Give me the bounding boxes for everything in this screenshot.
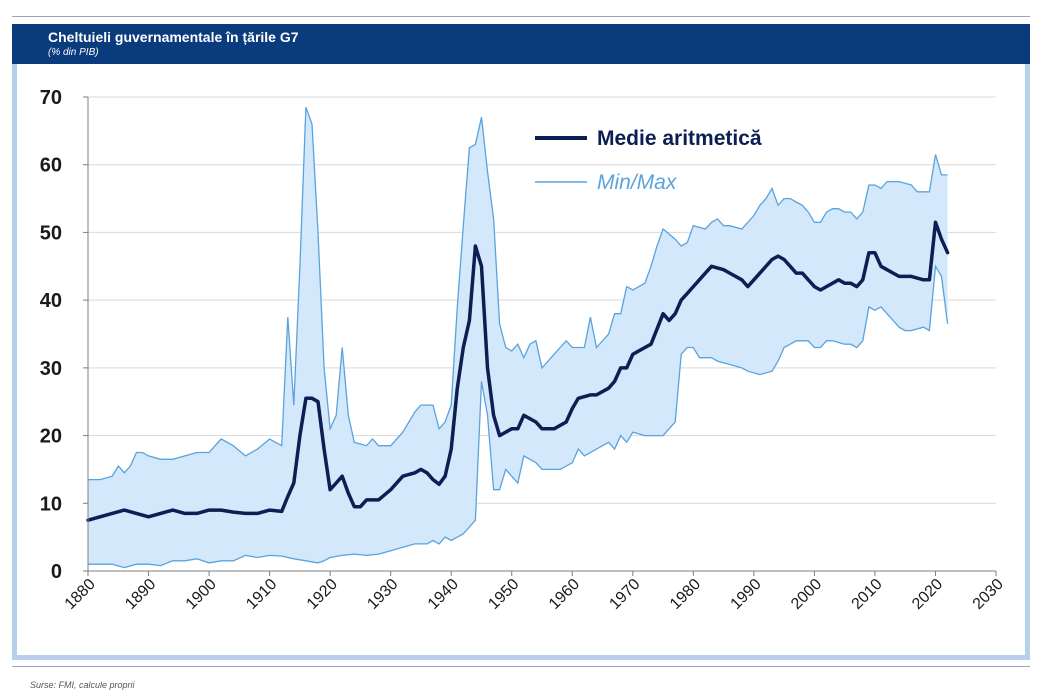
y-tick-label-70: 70 xyxy=(40,87,62,109)
frame-right xyxy=(1025,64,1030,660)
x-tick-label-1960: 1960 xyxy=(546,576,583,613)
x-tick-label-1910: 1910 xyxy=(243,576,280,613)
x-tick-label-1900: 1900 xyxy=(183,576,220,613)
frame-left xyxy=(12,64,17,660)
chart-subtitle: (% din PIB) xyxy=(48,47,99,58)
bottom-rule xyxy=(12,666,1030,667)
y-tick-label-60: 60 xyxy=(40,155,62,177)
y-tick-label-30: 30 xyxy=(40,358,62,380)
x-tick-label-2020: 2020 xyxy=(909,576,946,613)
legend: Medie aritmetică Min/Max xyxy=(535,127,762,194)
legend-label-mean: Medie aritmetică xyxy=(597,127,762,150)
top-rule xyxy=(12,16,1030,17)
x-tick-label-1940: 1940 xyxy=(425,576,462,613)
chart-title: Cheltuieli guvernamentale în țările G7 xyxy=(48,29,299,45)
x-tick-label-2000: 2000 xyxy=(788,576,825,613)
legend-label-minmax: Min/Max xyxy=(597,171,678,194)
x-axis-ticks: 1880 1890 1900 1910 1920 1930 1940 1950 1960 1970… xyxy=(62,571,1007,613)
frame-bottom xyxy=(12,655,1030,660)
max-line xyxy=(88,106,948,481)
x-tick-label-1970: 1970 xyxy=(606,576,643,613)
x-tick-label-2010: 2010 xyxy=(849,576,886,613)
source-note: Surse: FMI, calcule proprii xyxy=(30,680,135,690)
x-tick-label-1920: 1920 xyxy=(304,576,341,613)
x-tick-label-1950: 1950 xyxy=(485,576,522,613)
x-tick-label-1880: 1880 xyxy=(62,576,99,613)
title-bar: Cheltuieli guvernamentale în țările G7 (… xyxy=(12,24,1030,64)
mean-line xyxy=(86,220,950,522)
x-tick-label-1980: 1980 xyxy=(667,576,704,613)
mean-series xyxy=(86,220,950,522)
band-fill xyxy=(88,107,948,568)
x-tick-label-1890: 1890 xyxy=(122,576,159,613)
min-max-band xyxy=(88,106,949,569)
y-tick-label-40: 40 xyxy=(40,290,62,312)
y-tick-label-10: 10 xyxy=(40,493,62,515)
y-tick-label-20: 20 xyxy=(40,426,62,448)
x-tick-label-1990: 1990 xyxy=(728,576,765,613)
min-line xyxy=(88,264,949,569)
y-tick-label-0: 0 xyxy=(51,561,62,583)
x-tick-label-1930: 1930 xyxy=(364,576,401,613)
y-axis-ticks: 0 10 20 30 40 50 60 70 xyxy=(40,87,88,583)
x-tick-label-2030: 2030 xyxy=(970,576,1007,613)
axes xyxy=(87,97,996,572)
y-tick-label-50: 50 xyxy=(40,222,62,244)
